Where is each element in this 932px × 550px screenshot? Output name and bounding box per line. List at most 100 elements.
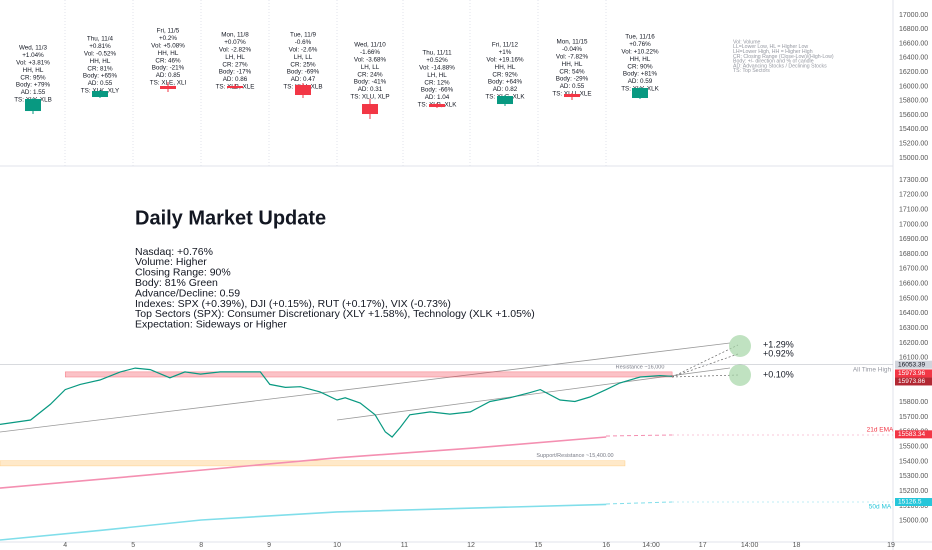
y-tick-label: 15700.00 xyxy=(899,414,928,421)
y-tick-label: 16300.00 xyxy=(899,325,928,332)
card-line: LH, LL xyxy=(294,54,313,61)
y-tick-label: 15300.00 xyxy=(899,473,928,480)
update-line: Top Sectors (SPX): Consumer Discretionar… xyxy=(135,308,535,320)
y-tick-label: 16600.00 xyxy=(899,281,928,288)
card-line: Fri, 11/5 xyxy=(157,28,180,35)
series-line xyxy=(0,503,607,541)
legend-note: LH=Lower High, HH = Higher High xyxy=(733,49,813,55)
y-tick-label: 17000.00 xyxy=(899,12,928,19)
card-line: Wed, 11/3 xyxy=(19,45,48,52)
price-tag: 15583.34 xyxy=(898,431,925,438)
projection-arrow xyxy=(671,374,739,378)
ma-projection xyxy=(605,501,673,505)
price-tag: 15973.86 xyxy=(898,378,925,385)
card-line: CR: 46% xyxy=(155,57,181,64)
card-line: Tue, 11/9 xyxy=(290,32,316,39)
card-line: AD: 0.47 xyxy=(291,76,316,83)
card-line: AD: 0.55 xyxy=(88,80,113,87)
y-tick-label: 17200.00 xyxy=(899,192,928,199)
card-line: +0.2% xyxy=(159,35,177,42)
y-tick-label: 17300.00 xyxy=(899,177,928,184)
x-tick-label: 5 xyxy=(131,542,135,549)
candle-body xyxy=(497,96,513,105)
card-line: Vol: +3.81% xyxy=(16,59,50,66)
legend-note: Vol: Volume xyxy=(733,39,761,45)
legend-note: LL=Lower Low, HL = Higher Low xyxy=(733,44,808,50)
card-line: CR: 27% xyxy=(222,61,248,68)
card-line: Body: -17% xyxy=(219,69,252,76)
card-line: Fri, 11/12 xyxy=(492,42,519,49)
plot-area xyxy=(0,367,673,541)
x-tick-label: 9 xyxy=(267,542,271,549)
y-tick-label: 15000.00 xyxy=(899,155,928,162)
candle-body xyxy=(227,85,243,89)
candle-body xyxy=(92,91,108,98)
target-circle xyxy=(729,364,751,386)
card-line: Body: -41% xyxy=(354,79,387,86)
update-line: Advance/Decline: 0.59 xyxy=(135,287,240,299)
card-line: Thu, 11/4 xyxy=(87,36,114,43)
card-line: Vol: +5.08% xyxy=(151,42,185,49)
annotation: +1.29% xyxy=(763,339,794,349)
x-tick-label: 4 xyxy=(63,542,67,549)
price-tag-bg xyxy=(895,498,932,506)
x-tick-label: 19 xyxy=(887,542,895,549)
legend-note: TS: Top Sectors xyxy=(733,68,770,74)
channel-line xyxy=(336,367,731,421)
x-tick-label: 17 xyxy=(699,542,707,549)
y-tick-label: 16000.00 xyxy=(899,83,928,90)
card-line: Wed, 11/10 xyxy=(354,42,386,49)
card-line: CR: 81% xyxy=(87,65,113,72)
channel-line xyxy=(0,342,731,433)
candle-body xyxy=(564,94,580,98)
y-tick-label: 15200.00 xyxy=(899,488,928,495)
x-tick-label: 12 xyxy=(467,542,475,549)
card-line: HH, HL xyxy=(495,64,516,71)
y-tick-label: 16700.00 xyxy=(899,266,928,273)
legend-note: AD: Advancing Stocks / Declining Stocks xyxy=(733,63,827,69)
card-line: AD: 1.04 xyxy=(425,94,450,101)
card-line: HH, HL xyxy=(630,56,651,63)
y-tick-label: 16400.00 xyxy=(899,55,928,62)
card-line: CR: 24% xyxy=(357,71,383,78)
series-line xyxy=(0,436,607,489)
card-line: Body: +79% xyxy=(16,82,51,89)
x-tick-label: 18 xyxy=(793,542,801,549)
candle-body xyxy=(362,104,378,115)
y-tick-label: 17100.00 xyxy=(899,206,928,213)
legend-note: Body: +/- direction and % of candle xyxy=(733,59,814,65)
axis-bg xyxy=(893,0,932,550)
y-tick-label: 16200.00 xyxy=(899,340,928,347)
card-line: Vol: -7.82% xyxy=(556,53,589,60)
card-line: Vol: -14.88% xyxy=(419,64,455,71)
y-tick-label: 16800.00 xyxy=(899,251,928,258)
card-line: AD: 0.86 xyxy=(223,76,248,83)
card-line: Vol: +19.16% xyxy=(486,56,524,63)
card-line: Vol: -3.68% xyxy=(354,56,387,63)
price-tag-bg xyxy=(895,430,932,439)
card-line: Vol: +10.22% xyxy=(621,48,659,55)
y-tick-label: 16500.00 xyxy=(899,295,928,302)
x-tick-label: 11 xyxy=(401,542,408,549)
update-line: Expectation: Sideways or Higher xyxy=(135,319,287,331)
candle-body xyxy=(632,88,648,99)
y-tick-label: 15600.00 xyxy=(899,112,928,119)
x-tick-label: 14:00 xyxy=(642,542,660,549)
update-line: Nasdaq: +0.76% xyxy=(135,246,213,258)
y-tick-label: 16100.00 xyxy=(899,355,928,362)
y-tick-label: 16400.00 xyxy=(899,310,928,317)
card-line: Tue, 11/16 xyxy=(625,34,655,41)
price-tag-bg xyxy=(895,360,932,369)
card-line: -1.66% xyxy=(360,49,380,56)
card-line: Body: +81% xyxy=(623,71,658,78)
card-line: +1.04% xyxy=(22,52,44,59)
y-tick-label: 15200.00 xyxy=(899,141,928,148)
card-line: Body: -29% xyxy=(556,76,589,83)
x-tick-label: 10 xyxy=(333,542,341,549)
card-line: AD: 0.31 xyxy=(358,86,383,93)
card-line: HH, HL xyxy=(562,61,583,68)
card-line: AD: 0.82 xyxy=(493,86,518,93)
legend-note: CR: Closing Range (Close-Low)/(High-Low) xyxy=(733,54,834,60)
y-tick-label: 15100.00 xyxy=(899,503,928,510)
card-line: +0.52% xyxy=(426,57,448,64)
